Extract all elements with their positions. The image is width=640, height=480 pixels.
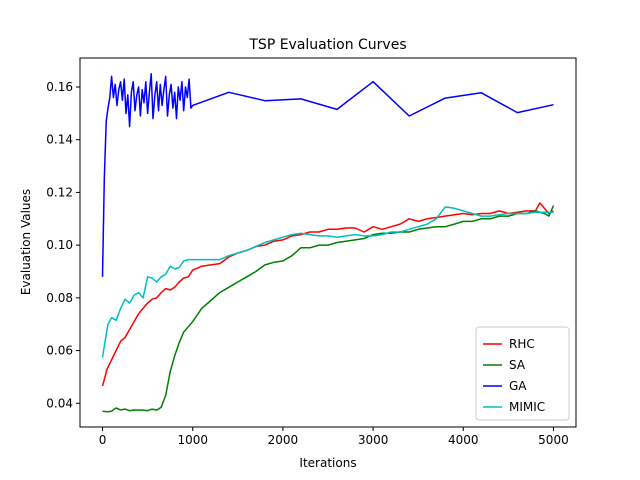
series-line-rhc [101, 202, 554, 387]
y-tick-label: 0.08 [46, 291, 73, 305]
legend-label-mimic: MIMIC [509, 400, 545, 414]
x-tick-label: 2000 [268, 433, 299, 447]
plot-frame [79, 57, 577, 428]
y-tick-label: 0.16 [46, 80, 73, 94]
legend-label-ga: GA [509, 379, 527, 393]
series-layer [101, 73, 555, 413]
legend-label-sa: SA [509, 358, 526, 372]
x-tick-label: 1000 [177, 433, 208, 447]
x-tick-label: 3000 [358, 433, 389, 447]
y-tick-label: 0.10 [46, 238, 73, 252]
legend-label-rhc: RHC [509, 337, 535, 351]
y-tick-label: 0.12 [46, 185, 73, 199]
x-axis: 0 1000 2000 3000 4000 5000 [99, 427, 569, 447]
x-tick-label: 4000 [448, 433, 479, 447]
y-axis: 0.04 0.06 0.08 0.10 0.12 0.14 0.16 [46, 80, 80, 410]
legend: RHC SA GA MIMIC [475, 326, 570, 421]
series-line-ga [101, 73, 554, 277]
series-line-sa [102, 205, 555, 413]
y-tick-label: 0.06 [46, 344, 73, 358]
y-axis-title: Evaluation Values [19, 189, 33, 295]
x-tick-label: 5000 [538, 433, 569, 447]
x-tick-label: 0 [99, 433, 107, 447]
chart-title: TSP Evaluation Curves [248, 37, 406, 53]
legend-box [475, 326, 570, 421]
y-tick-label: 0.04 [46, 396, 73, 410]
x-axis-title: Iterations [299, 456, 356, 470]
series-line-mimic [101, 206, 554, 358]
y-tick-label: 0.14 [46, 133, 73, 147]
